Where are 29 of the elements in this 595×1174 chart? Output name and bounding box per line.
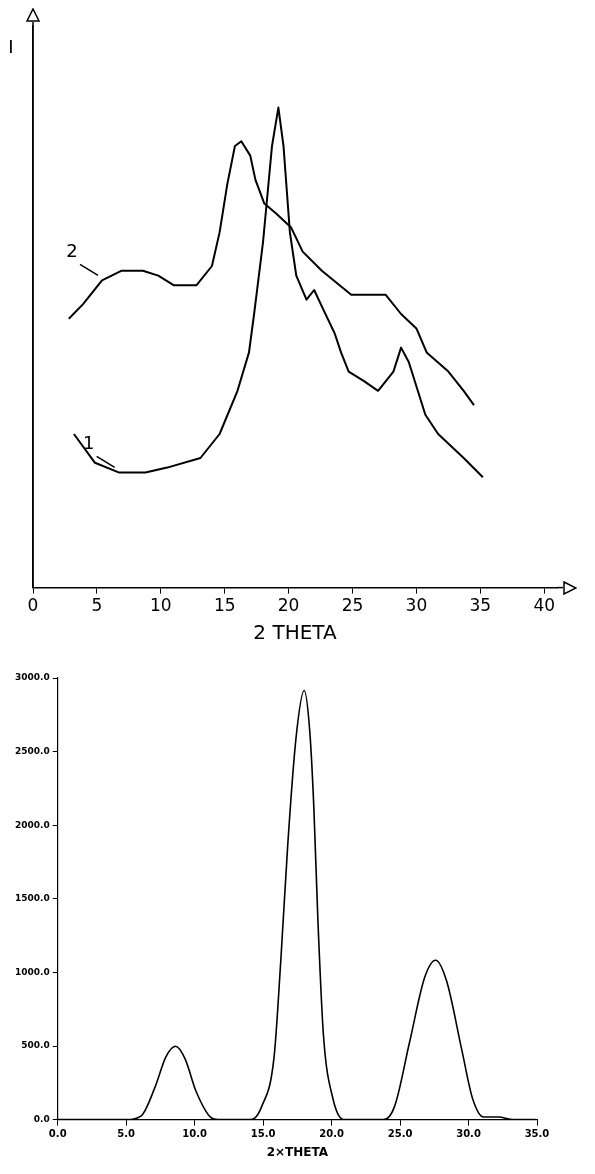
x-tick-label: 25 xyxy=(341,595,364,616)
y-tick-label: 3000.0 xyxy=(15,672,50,683)
x-tick-label: 30.0 xyxy=(456,1128,481,1140)
y-tick-label: 1000.0 xyxy=(15,966,50,977)
x-tick-label: 15 xyxy=(213,595,236,616)
x-axis-title: 2×THETA xyxy=(266,1144,329,1159)
series-label: 2 xyxy=(66,240,78,262)
x-tick-label: 20.0 xyxy=(319,1128,344,1140)
y-tick-label: 500.0 xyxy=(21,1040,50,1051)
x-tick-label: 35 xyxy=(469,595,492,616)
x-tick-label: 5.0 xyxy=(117,1128,136,1140)
x-tick-label: 15.0 xyxy=(250,1128,276,1140)
x-tick-label: 20 xyxy=(277,595,300,616)
x-tick-label: 5 xyxy=(91,595,103,616)
y-axis-title: I xyxy=(8,35,14,57)
series-label: 1 xyxy=(82,432,95,454)
y-tick-label: 2000.0 xyxy=(15,819,50,830)
x-tick-label: 40 xyxy=(533,595,556,616)
x-tick-label: 10.0 xyxy=(182,1128,208,1140)
x-tick-label: 25.0 xyxy=(387,1128,413,1140)
y-tick-label: 0.0 xyxy=(33,1113,50,1124)
x-axis-title: 2 THETA xyxy=(253,620,337,645)
x-tick-label: 35.0 xyxy=(524,1128,550,1140)
y-tick-label: 1500.0 xyxy=(15,893,50,904)
x-tick-label: 0.0 xyxy=(48,1128,67,1140)
x-tick-label: 0 xyxy=(27,595,39,616)
y-tick-label: 2500.0 xyxy=(15,745,50,756)
x-tick-label: 30 xyxy=(405,595,428,616)
x-tick-label: 10 xyxy=(149,595,172,616)
